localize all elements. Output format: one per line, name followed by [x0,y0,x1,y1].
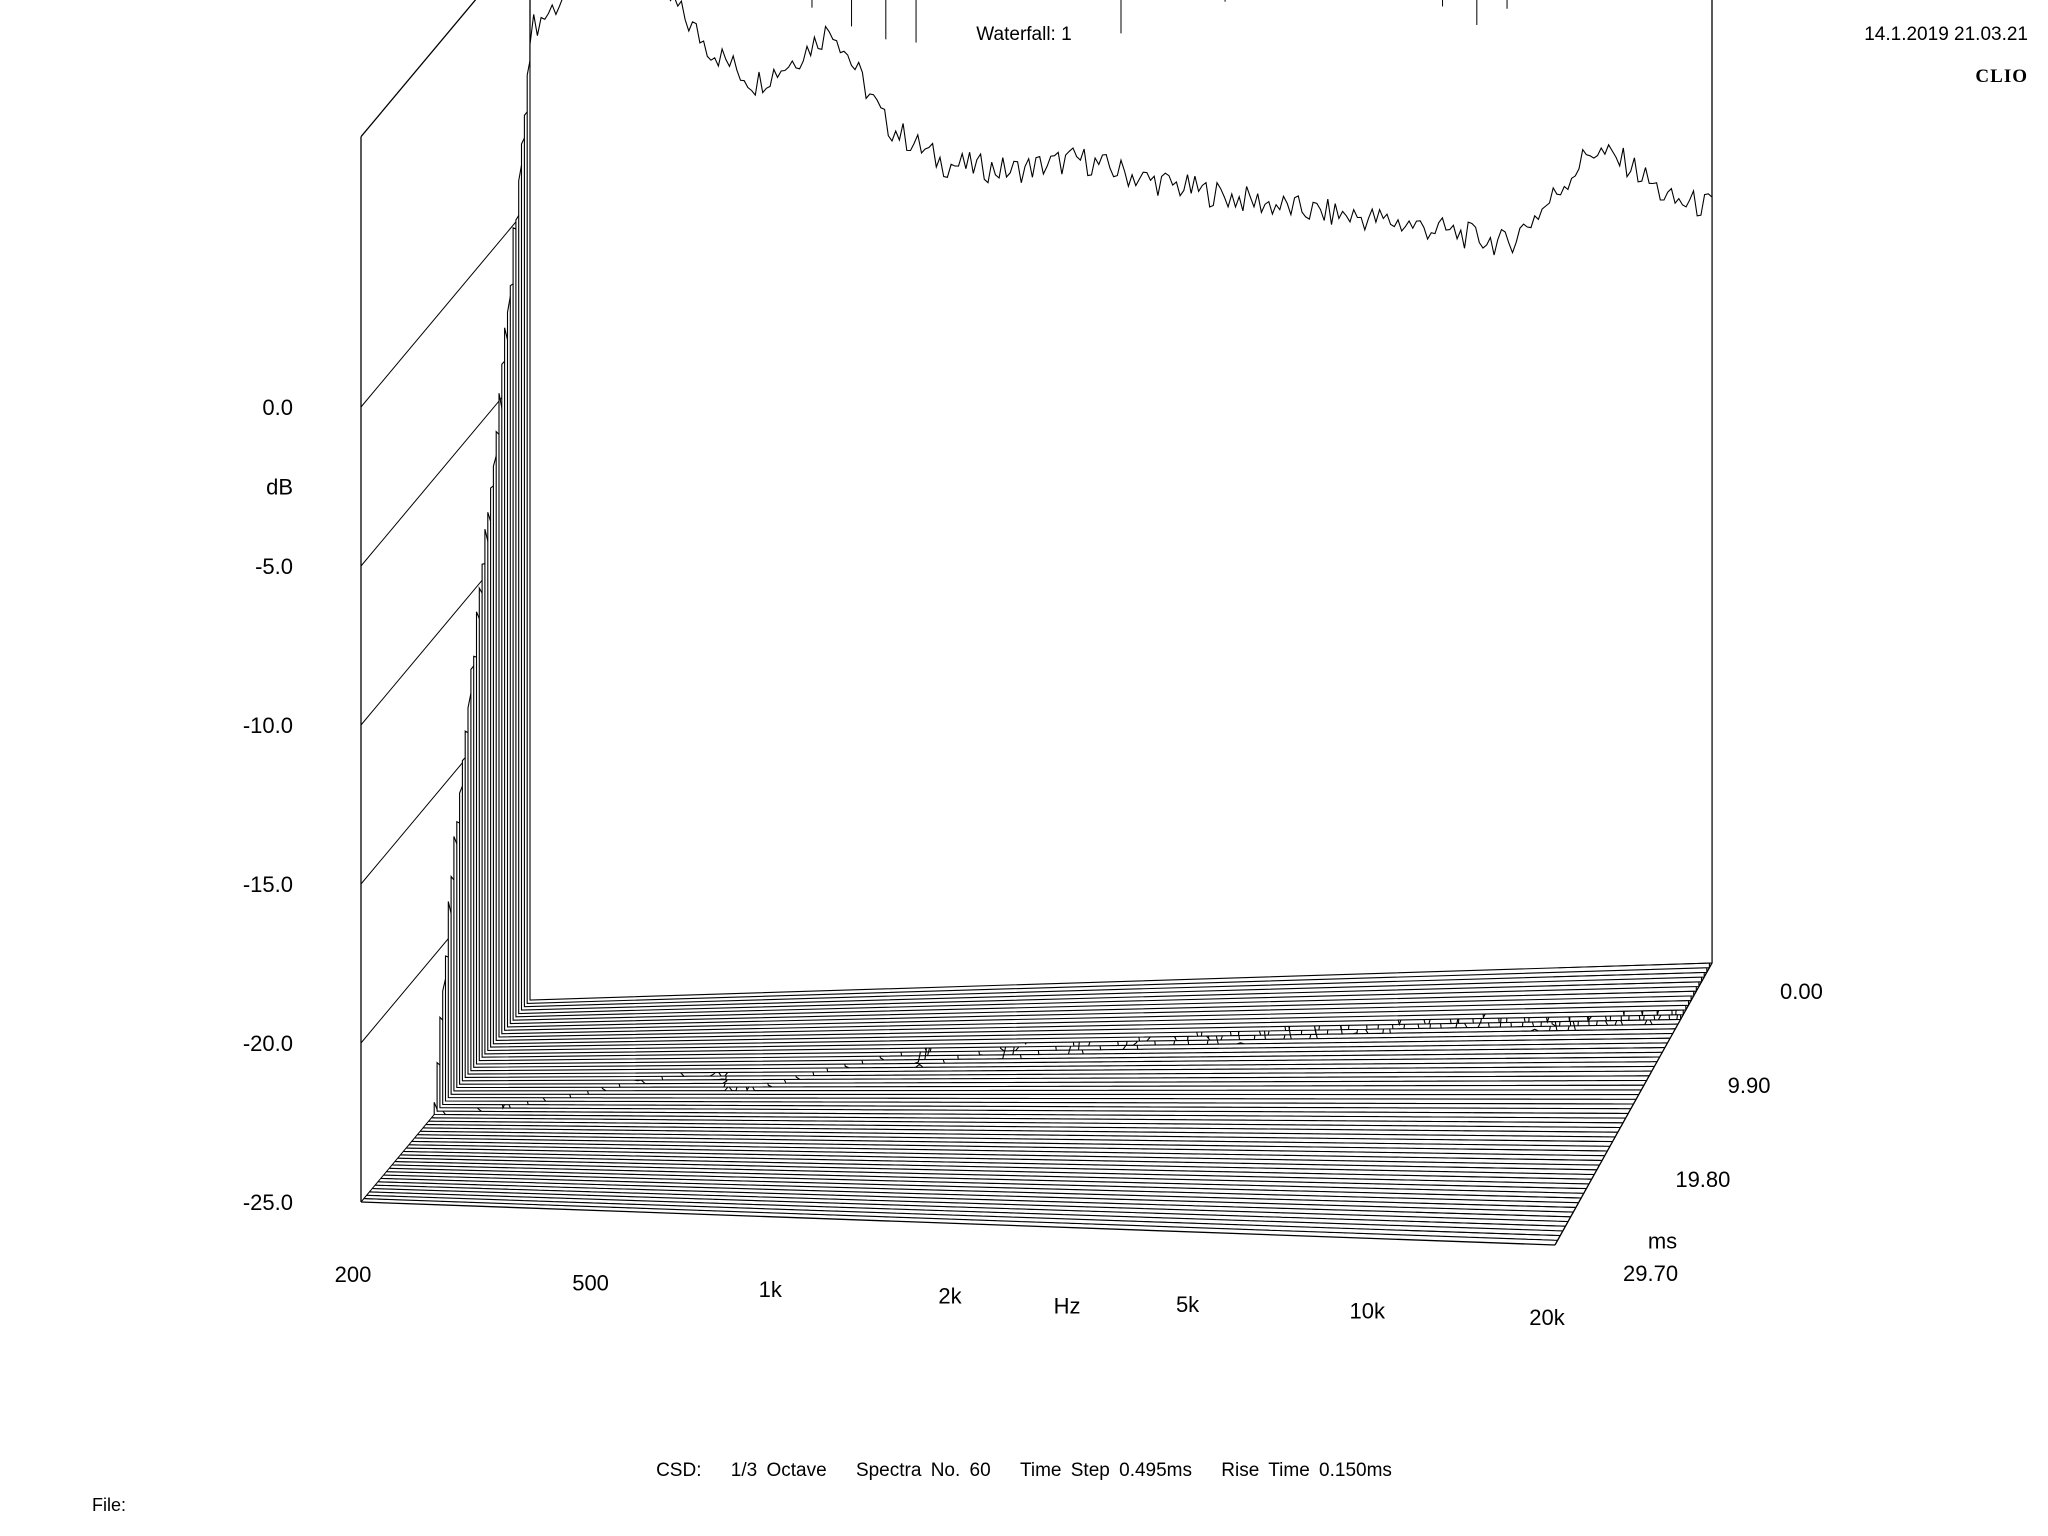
frequency-axis-label: Hz [1054,1293,1081,1318]
time-tick-label: 19.80 [1675,1167,1730,1192]
time-tick-label: 0.00 [1780,979,1823,1004]
db-tick-label: 0.0 [262,395,293,420]
spectrum-trace [422,1127,1613,1143]
timestamp: 14.1.2019 21.03.21 [1864,24,2028,45]
floor-line [1415,1211,1571,1218]
floor-line [1510,1047,1665,1050]
measurement-info: CSD: 1/3 Octave Spectra No. 60 Time Step… [0,1460,2048,1482]
floor-line [1516,1037,1671,1041]
frequency-tick-label: 200 [335,1262,372,1287]
floor-line [1426,1193,1582,1199]
spectrum-trace [369,1191,1563,1232]
floor-line [1473,1112,1629,1114]
spectrum-trace [363,1198,1558,1241]
floor-line [1547,981,1702,987]
spectra-count-label: Spectra No. 60 [855,1460,991,1481]
spectrum-trace [439,1015,1629,1114]
rise-time-label: Rise Time 0.150ms [1221,1460,1392,1481]
frequency-tick-label: 500 [572,1271,609,1296]
floor-line [1458,1139,1613,1143]
spectrum-trace [391,1164,1584,1194]
floor-line [1436,1175,1592,1180]
spectrum-trace [436,1061,1626,1119]
spectrum-trace [386,1171,1579,1204]
floor-line [1468,1121,1624,1124]
spectrum-trace [414,1137,1605,1157]
spectrum-trace [377,1181,1571,1218]
spectrum-trace [394,1161,1587,1190]
db-gridline [360,204,531,408]
floor-line [1537,1000,1692,1005]
floor-line [1463,1130,1618,1133]
frequency-tick-label: 1k [759,1277,783,1302]
spectrum-trace [375,1184,1569,1223]
floor-line [1532,1009,1686,1014]
db-tick-label: -10.0 [243,713,293,738]
time-floor [1405,962,1713,1237]
spectrum-trace [403,1150,1595,1176]
spectrum-trace [383,1174,1576,1208]
spectrum-trace [428,1120,1618,1133]
floor-line [1442,1166,1597,1171]
db-tick-label: -15.0 [243,872,293,897]
db-tick-label: -5.0 [255,554,293,579]
floor-line [1526,1018,1681,1023]
floor-line [1495,1075,1650,1077]
brand-logo-text: CLIO [1975,66,2028,87]
spectrum-trace [529,0,1713,1001]
floor-line [1447,1157,1603,1161]
time-tick-label: 9.90 [1728,1073,1771,1098]
spectrum-trace [408,1144,1600,1166]
spectrum-trace [431,1117,1621,1129]
spectrum-trace [425,1124,1616,1138]
floor-line [1542,990,1697,996]
file-label: File: [92,1495,127,1515]
spectrum-trace [366,1194,1561,1237]
floor-line [1405,1229,1561,1237]
spectrum-trace [397,1157,1590,1185]
frequency-tick-label: 5k [1176,1292,1200,1317]
spectrum-trace [433,1102,1624,1124]
spectrum-trace [411,1140,1603,1161]
mode-label: CSD: [656,1460,702,1481]
spectrum-trace [442,973,1631,1110]
spectrum-trace [380,1177,1574,1213]
spectrum-trace [417,1134,1608,1152]
frequency-tick-label: 2k [938,1284,962,1309]
frame-front-floor-edge [360,1201,1556,1246]
axis-labels: 0.0 -5.0 -10.0 -15.0 -20.0 -25.0 dB 200 500 1k 2k 5… [243,395,1823,1330]
floor-line [1431,1184,1587,1190]
db-tick-label: -25.0 [243,1190,293,1215]
floor-line [1553,971,1707,978]
floor-line [1558,962,1713,969]
frame-top-left-edge [360,0,477,138]
frequency-tick-label: 20k [1529,1305,1565,1330]
time-step-label: Time Step 0.495ms [1019,1460,1193,1481]
floor-line [1410,1220,1566,1227]
db-axis-label: dB [266,475,293,500]
frequency-tick-label: 10k [1350,1299,1386,1324]
spectrum-trace [372,1187,1566,1227]
time-axis-label: ms [1648,1228,1677,1253]
spectra-traces [363,0,1713,1241]
floor-line [1521,1028,1676,1032]
floor-line [1421,1202,1576,1208]
spectrum-trace [444,949,1634,1105]
floor-line [1505,1056,1660,1059]
spectrum-trace [420,1130,1611,1147]
time-tick-label: 29.70 [1623,1261,1678,1286]
floor-line [1500,1065,1655,1068]
spectrum-trace [447,901,1637,1100]
chart-title: Waterfall: 1 [976,24,1072,45]
spectrum-trace [389,1167,1582,1199]
floor-line [1452,1148,1608,1152]
smoothing-label: 1/3 Octave [730,1460,827,1481]
db-tick-label: -20.0 [243,1031,293,1056]
